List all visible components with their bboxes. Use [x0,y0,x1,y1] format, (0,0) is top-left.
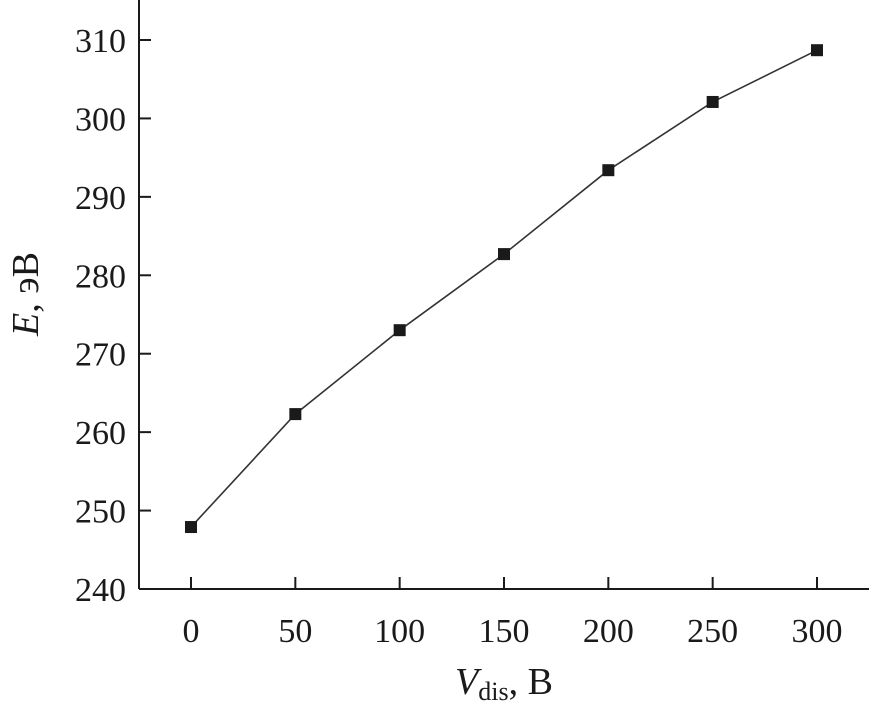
x-tick-label: 100 [374,613,425,650]
x-tick-label: 50 [278,613,312,650]
data-point-marker [706,95,719,108]
x-axis-label-sub: dis [478,677,508,706]
series-line [190,49,818,528]
y-tick-label: 280 [75,258,126,295]
data-point-marker [811,44,823,57]
y-axis-label-main: E [5,313,47,337]
axes [138,0,869,590]
data-point-marker [393,324,406,337]
data-point-marker [498,248,510,261]
x-axis-label-main: V [455,661,482,703]
series [185,44,823,534]
x-tick-label: 150 [479,613,530,650]
y-tick-label: 270 [75,337,126,374]
y-axis-label-unit: , эВ [5,252,47,313]
y-tick-label: 300 [75,101,126,138]
y-tick-label: 240 [75,572,126,609]
x-ticks: 0 50 100 150 200 250 300 [183,577,843,650]
y-tick-label: 290 [75,180,126,217]
x-axis-label-unit: , В [509,661,553,703]
x-tick-label: 300 [792,613,843,650]
x-tick-label: 200 [583,613,634,650]
y-ticks: 240 250 260 270 280 290 300 310 [75,23,151,609]
data-point-marker [289,408,302,421]
y-tick-label: 310 [75,23,126,60]
x-axis-label: Vdis, В [455,661,553,706]
y-tick-label: 250 [75,494,126,531]
y-axis-label: E, эВ [5,252,47,337]
data-point-marker [602,164,615,177]
x-tick-label: 250 [687,613,738,650]
x-tick-label: 0 [183,613,200,650]
data-point-marker [185,521,197,534]
y-tick-label: 260 [75,415,126,452]
